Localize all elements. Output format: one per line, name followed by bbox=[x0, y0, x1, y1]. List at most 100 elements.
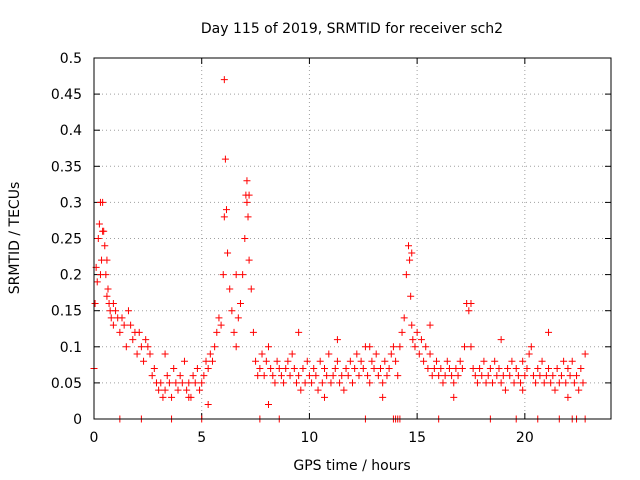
data-point bbox=[523, 364, 531, 372]
data-point bbox=[336, 379, 344, 387]
data-point bbox=[568, 357, 576, 365]
data-point bbox=[142, 336, 150, 344]
data-point bbox=[411, 343, 419, 351]
data-point bbox=[275, 364, 283, 372]
data-point bbox=[338, 372, 346, 380]
data-point bbox=[247, 285, 255, 293]
data-point bbox=[398, 328, 406, 336]
data-point bbox=[439, 379, 447, 387]
data-point bbox=[445, 364, 453, 372]
data-point bbox=[359, 364, 367, 372]
data-point bbox=[549, 372, 557, 380]
data-point bbox=[120, 321, 128, 329]
data-point bbox=[424, 364, 432, 372]
data-point bbox=[267, 364, 275, 372]
data-point bbox=[104, 285, 112, 293]
data-point bbox=[198, 379, 206, 387]
data-point bbox=[202, 357, 210, 365]
data-point bbox=[191, 379, 199, 387]
data-point bbox=[480, 357, 488, 365]
y-tick-label: 0.45 bbox=[51, 87, 82, 103]
data-point bbox=[469, 364, 477, 372]
data-point bbox=[301, 379, 309, 387]
data-point bbox=[372, 350, 380, 358]
data-point bbox=[316, 357, 324, 365]
data-point bbox=[344, 372, 352, 380]
data-point bbox=[408, 249, 416, 257]
data-point bbox=[529, 372, 537, 380]
data-point bbox=[377, 364, 385, 372]
data-point bbox=[135, 328, 143, 336]
data-point bbox=[333, 336, 341, 344]
data-point bbox=[542, 372, 550, 380]
data-point bbox=[176, 372, 184, 380]
data-point bbox=[91, 299, 99, 307]
data-point bbox=[573, 372, 581, 380]
data-point bbox=[224, 249, 232, 257]
data-point bbox=[245, 191, 253, 199]
data-point bbox=[109, 321, 117, 329]
data-point bbox=[220, 76, 228, 84]
data-point bbox=[441, 372, 449, 380]
data-point bbox=[254, 372, 262, 380]
data-point bbox=[508, 357, 516, 365]
data-point bbox=[570, 379, 578, 387]
data-point bbox=[409, 336, 417, 344]
data-point bbox=[426, 321, 434, 329]
data-point bbox=[406, 256, 414, 264]
data-point bbox=[452, 364, 460, 372]
data-point bbox=[489, 379, 497, 387]
data-point bbox=[288, 350, 296, 358]
data-point bbox=[374, 372, 382, 380]
data-point bbox=[178, 379, 186, 387]
data-point bbox=[137, 343, 145, 351]
data-point bbox=[222, 206, 230, 214]
data-point bbox=[150, 364, 158, 372]
data-point bbox=[146, 350, 154, 358]
data-point bbox=[161, 350, 169, 358]
y-tick-label: 0.5 bbox=[60, 51, 82, 67]
data-point bbox=[299, 364, 307, 372]
data-point bbox=[310, 364, 318, 372]
x-tick-label: 10 bbox=[301, 430, 319, 446]
data-point bbox=[493, 372, 501, 380]
data-point bbox=[327, 379, 335, 387]
data-point bbox=[370, 364, 378, 372]
data-point bbox=[264, 401, 272, 409]
data-point bbox=[262, 357, 270, 365]
data-point bbox=[517, 379, 525, 387]
data-point bbox=[264, 343, 272, 351]
data-point bbox=[355, 372, 363, 380]
data-point bbox=[400, 314, 408, 322]
data-point bbox=[387, 350, 395, 358]
data-point bbox=[271, 379, 279, 387]
chart-title: Day 115 of 2019, SRMTID for receiver sch… bbox=[201, 21, 503, 37]
data-point bbox=[165, 379, 173, 387]
data-point bbox=[185, 379, 193, 387]
data-point bbox=[476, 364, 484, 372]
data-point bbox=[366, 379, 374, 387]
data-point bbox=[525, 350, 533, 358]
data-point bbox=[381, 357, 389, 365]
data-point bbox=[245, 256, 253, 264]
data-point bbox=[94, 235, 102, 242]
data-point bbox=[532, 379, 540, 387]
data-point bbox=[448, 372, 456, 380]
y-tick-label: 0.05 bbox=[51, 376, 82, 392]
data-point bbox=[217, 321, 225, 329]
data-point bbox=[547, 379, 555, 387]
data-point bbox=[295, 328, 303, 336]
data-point bbox=[473, 379, 481, 387]
data-point bbox=[497, 336, 505, 344]
data-point bbox=[536, 372, 544, 380]
data-point bbox=[252, 357, 260, 365]
data-point bbox=[116, 328, 124, 336]
data-point bbox=[407, 292, 415, 300]
y-tick-label: 0.25 bbox=[51, 232, 82, 248]
data-point bbox=[112, 307, 120, 315]
data-point bbox=[379, 379, 387, 387]
data-point bbox=[127, 321, 135, 329]
data-point bbox=[389, 343, 397, 351]
